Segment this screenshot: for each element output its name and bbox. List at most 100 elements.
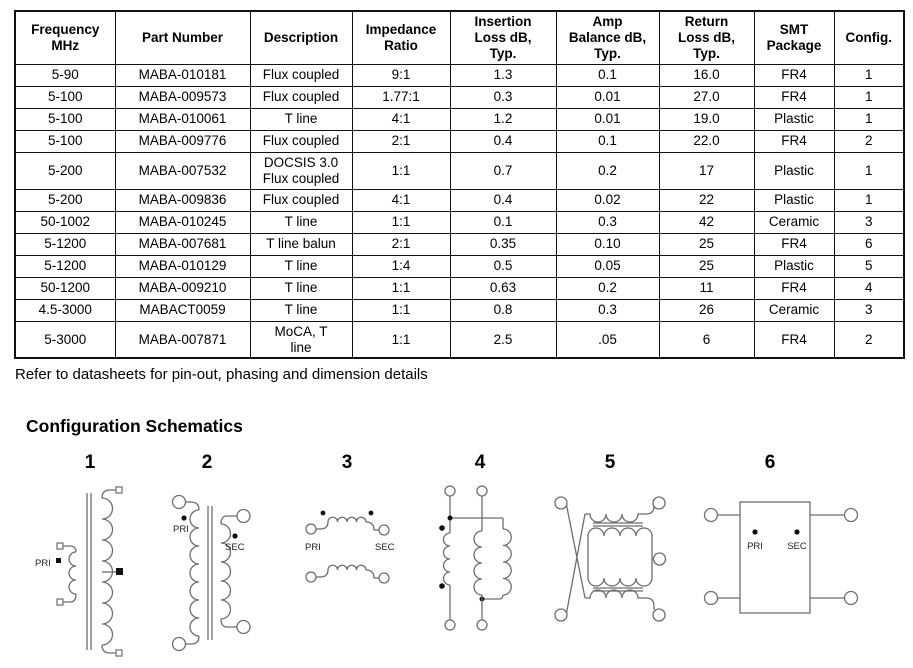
table-row: 5-1200 MABA-010129 T line 1:4 0.5 0.05 25 Plast… bbox=[14, 254, 905, 278]
table-row: 4.5-3000 MABACT0059 T line 1:1 0.8 0.3 26 Ceram… bbox=[14, 298, 905, 322]
center-tap-square-icon bbox=[116, 568, 123, 575]
terminal-circle-icon bbox=[305, 523, 317, 535]
phase-dot-icon bbox=[794, 529, 800, 535]
terminal-circle-icon bbox=[554, 608, 568, 622]
table-cell: 3 bbox=[833, 210, 905, 234]
table-cell: 1.77:1 bbox=[351, 85, 451, 109]
table-cell: 0.1 bbox=[449, 210, 557, 234]
table-cell: 0.2 bbox=[555, 276, 660, 300]
table-row: 5-100 MABA-010061 T line 4:1 1.2 0.01 19.0 Plas… bbox=[14, 107, 905, 131]
table-cell: 4:1 bbox=[351, 188, 451, 212]
table-cell: 2 bbox=[833, 320, 905, 359]
table-header-cell: Impedance Ratio bbox=[351, 10, 451, 65]
pri-label: PRI bbox=[747, 541, 763, 552]
pri-label: PRI bbox=[35, 558, 51, 569]
table-cell: 0.10 bbox=[555, 232, 660, 256]
outer-coil-icon bbox=[502, 528, 512, 596]
table-cell: FR4 bbox=[753, 320, 835, 359]
table-cell: T line bbox=[249, 210, 353, 234]
terminal-circle-icon bbox=[171, 636, 187, 652]
table-cell: 5-90 bbox=[14, 63, 116, 87]
coupled-line-coil-icon bbox=[327, 516, 367, 523]
table-cell: MABA-010181 bbox=[114, 63, 251, 87]
table-cell: Flux coupled bbox=[249, 63, 353, 87]
table-cell: 0.01 bbox=[555, 85, 660, 109]
phase-dot-icon bbox=[232, 533, 238, 539]
table-cell: 5-3000 bbox=[14, 320, 116, 359]
table-cell: FR4 bbox=[753, 276, 835, 300]
table-cell: MABA-010245 bbox=[114, 210, 251, 234]
schematic-number-3: 3 bbox=[341, 452, 353, 473]
terminal-circle-icon bbox=[703, 507, 719, 523]
table-cell: 6 bbox=[658, 320, 755, 359]
parts-table-wrapper: Frequency MHz Part Number Description Imped… bbox=[14, 10, 905, 360]
table-cell: 0.7 bbox=[449, 151, 557, 190]
terminal-square-icon bbox=[115, 649, 123, 657]
table-cell: 1:1 bbox=[351, 151, 451, 190]
pri-label: PRI bbox=[305, 542, 321, 553]
table-header-cell: SMT Package bbox=[753, 10, 835, 65]
table-header-cell: Frequency MHz bbox=[14, 10, 116, 65]
table-cell: 1:4 bbox=[351, 254, 451, 278]
table-cell: 6 bbox=[833, 232, 905, 256]
table-row: 5-100 MABA-009776 Flux coupled 2:1 0.4 0.1 22.… bbox=[14, 129, 905, 153]
transformer-core-icon bbox=[593, 522, 643, 527]
left-coil-icon bbox=[442, 532, 451, 586]
table-cell: 1:1 bbox=[351, 298, 451, 322]
table-cell: MABACT0059 bbox=[114, 298, 251, 322]
junction-dot-icon bbox=[447, 515, 453, 521]
table-cell: 1:1 bbox=[351, 210, 451, 234]
table-cell: 1 bbox=[833, 151, 905, 190]
phase-dot-icon bbox=[368, 510, 374, 516]
table-cell: MABA-010061 bbox=[114, 107, 251, 131]
terminal-circle-icon bbox=[236, 508, 251, 524]
table-cell: 1 bbox=[833, 85, 905, 109]
table-cell: 5-200 bbox=[14, 188, 116, 212]
table-cell: 2 bbox=[833, 129, 905, 153]
table-cell: 0.5 bbox=[449, 254, 557, 278]
table-cell: 22.0 bbox=[658, 129, 755, 153]
transformer-core-icon bbox=[86, 493, 92, 650]
table-cell: 5 bbox=[833, 254, 905, 278]
table-cell: MABA-007532 bbox=[114, 151, 251, 190]
schematic-number-1: 1 bbox=[84, 452, 96, 473]
table-cell: Plastic bbox=[753, 254, 835, 278]
section-title: Configuration Schematics bbox=[26, 416, 243, 436]
table-header-row: Frequency MHz Part Number Description Imped… bbox=[14, 10, 905, 65]
table-cell: 1.2 bbox=[449, 107, 557, 131]
schematic-number-5: 5 bbox=[604, 452, 616, 473]
table-cell: 0.2 bbox=[555, 151, 660, 190]
table-cell: 17 bbox=[658, 151, 755, 190]
schematic-1-flux-coupled-center-tap: PRI bbox=[35, 486, 123, 657]
table-cell: 1.3 bbox=[449, 63, 557, 87]
table-cell: 0.01 bbox=[555, 107, 660, 131]
terminal-circle-icon bbox=[652, 608, 666, 622]
table-cell: 5-100 bbox=[14, 107, 116, 131]
schematic-number-2: 2 bbox=[201, 452, 213, 473]
table-row: 50-1200 MABA-009210 T line 1:1 0.63 0.2 11 FR4 4 bbox=[14, 276, 905, 300]
table-cell: .05 bbox=[555, 320, 660, 359]
phase-dot-icon bbox=[752, 529, 758, 535]
middle-winding-icon bbox=[587, 527, 654, 587]
table-cell: 9:1 bbox=[351, 63, 451, 87]
table-cell: FR4 bbox=[753, 129, 835, 153]
table-cell: Plastic bbox=[753, 107, 835, 131]
table-cell: MABA-009836 bbox=[114, 188, 251, 212]
table-cell: Ceramic bbox=[753, 298, 835, 322]
terminal-square-icon bbox=[56, 542, 64, 550]
table-cell: 0.63 bbox=[449, 276, 557, 300]
crossover-lines-icon bbox=[565, 504, 586, 614]
terminal-circle-icon bbox=[444, 619, 456, 631]
table-header-cell: Insertion Loss dB, Typ. bbox=[449, 10, 557, 65]
table-cell: 0.3 bbox=[555, 298, 660, 322]
table-cell: 2:1 bbox=[351, 129, 451, 153]
table-cell: MABA-007871 bbox=[114, 320, 251, 359]
parts-table: Frequency MHz Part Number Description Imped… bbox=[14, 10, 905, 360]
table-cell: 11 bbox=[658, 276, 755, 300]
schematic-2-flux-coupled: PRI SEC bbox=[171, 494, 251, 652]
module-box-icon bbox=[739, 501, 811, 614]
table-cell: 1 bbox=[833, 188, 905, 212]
schematic-number-4: 4 bbox=[474, 452, 486, 473]
table-cell: Flux coupled bbox=[249, 188, 353, 212]
